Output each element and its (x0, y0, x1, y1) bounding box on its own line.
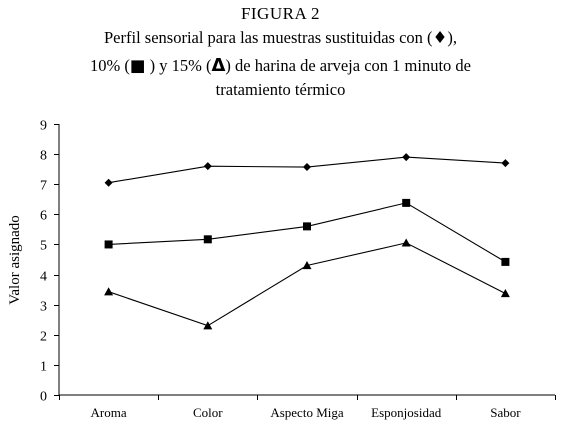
data-point-triangle (500, 289, 510, 298)
data-point-triangle (302, 261, 312, 270)
x-category-label: Color (193, 405, 223, 420)
x-category-label: Aroma (91, 405, 127, 420)
data-point-square (203, 235, 212, 244)
data-point-triangle (203, 321, 213, 330)
data-point-diamond (402, 153, 411, 162)
y-tick-label: 7 (40, 179, 47, 194)
data-point-square (104, 240, 113, 249)
y-axis-label: Valor asignado (7, 215, 23, 305)
data-point-diamond (203, 162, 212, 171)
data-point-diamond (104, 178, 113, 187)
triangle-symbol: Δ (211, 55, 226, 76)
y-tick-label: 2 (40, 330, 47, 345)
chart-axes: 0 1 2 3 4 5 6 7 8 9 Aroma Color Aspecto Miga Esponjos… (40, 119, 556, 420)
series-layer (104, 153, 510, 330)
data-point-diamond (501, 159, 510, 168)
subtitle-line-1-text: Perfil sensorial para las muestras susti… (104, 28, 433, 47)
y-tick-label: 6 (40, 209, 47, 224)
y-tick-label: 8 (40, 149, 47, 164)
data-point-square (402, 198, 411, 207)
y-tick-label: 0 (40, 390, 47, 405)
subtitle-line-1-end: ), (447, 28, 457, 47)
data-point-triangle (104, 287, 114, 296)
square-symbol: ■ (129, 56, 146, 75)
subtitle-line-1: Perfil sensorial para las muestras susti… (0, 28, 561, 48)
y-tick-label: 9 (40, 119, 47, 134)
y-tick-label: 5 (40, 239, 47, 254)
x-category-label: Esponjosidad (371, 405, 442, 420)
y-tick-label: 1 (40, 360, 47, 375)
y-tick-label: 4 (40, 270, 47, 285)
diamond-symbol: ♦ (432, 28, 448, 47)
data-point-square (501, 257, 510, 266)
series-line-triangle (108, 242, 506, 327)
x-category-label: Sabor (490, 405, 521, 420)
data-point-square (303, 222, 311, 231)
y-tick-label: 3 (40, 300, 47, 315)
subtitle-line-2: 10% (■ ) y 15% (Δ) de harina de arveja c… (0, 55, 561, 76)
subtitle-line-2-end: ) de harina de arveja con 1 minuto de (225, 56, 471, 75)
subtitle-mid: ) y 15% ( (145, 56, 212, 75)
x-category-label: Aspecto Miga (270, 405, 344, 420)
subtitle-pct-10: 10% ( (90, 56, 130, 75)
series-line-square (108, 202, 506, 263)
subtitle-line-3: tratamiento térmico (215, 80, 346, 99)
figure-label: FIGURA 2 (240, 4, 321, 23)
data-point-diamond (303, 163, 311, 172)
data-point-triangle (401, 238, 411, 247)
